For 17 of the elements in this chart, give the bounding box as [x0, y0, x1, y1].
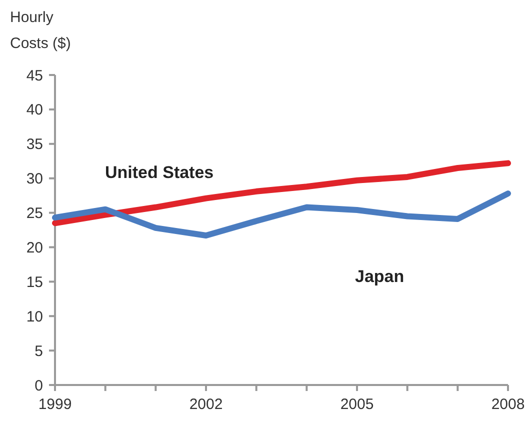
y-tick-label: 10: [26, 308, 43, 326]
y-tick-label: 30: [26, 170, 43, 188]
x-tick-label: 2005: [340, 396, 374, 413]
y-tick-label: 40: [26, 102, 43, 119]
y-tick-label: 15: [26, 274, 43, 291]
text: Japan: [355, 267, 404, 286]
y-tick-label: 35: [26, 136, 43, 154]
y-tick-label: 45: [26, 67, 43, 84]
series-label: United States: [105, 163, 214, 182]
x-tick-label: 1999: [38, 396, 72, 413]
y-tick-label: 20: [26, 239, 43, 256]
x-tick-label: 2002: [189, 396, 223, 413]
y-axis-title: Hourly Costs ($): [10, 9, 71, 52]
y-tick-label: 25: [26, 205, 43, 222]
x-tick-label: 2008: [491, 396, 525, 413]
y-tick-label: 0: [34, 377, 43, 394]
y-tick-label: 5: [34, 342, 43, 360]
